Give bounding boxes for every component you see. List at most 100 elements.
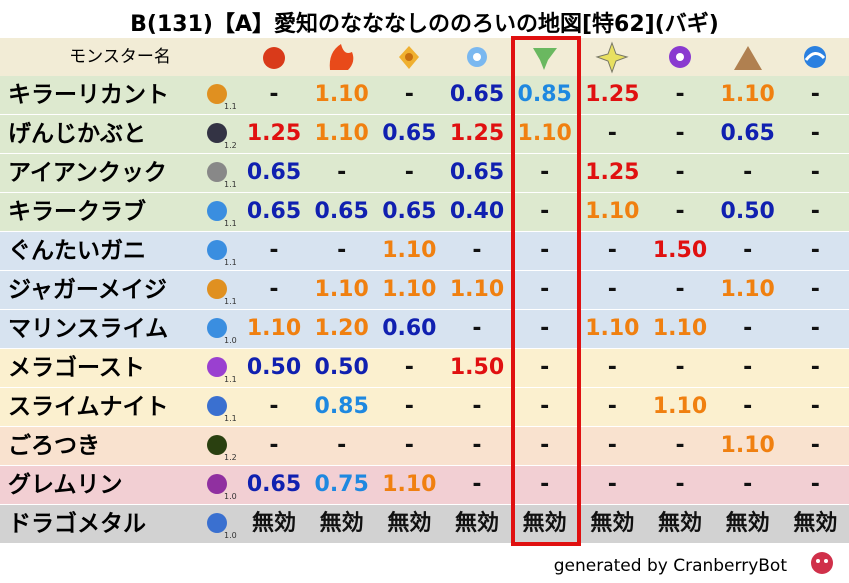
size-label: 1.2 [224, 453, 237, 462]
cell-value: - [607, 355, 617, 380]
cell-value: 0.65 [449, 82, 505, 107]
size-label: 1.0 [224, 336, 237, 345]
size-label: 1.1 [224, 219, 237, 228]
cell-value: 1.10 [314, 121, 369, 146]
monster-name: ごろつき [8, 433, 100, 459]
cell-value: - [810, 238, 820, 263]
table-row: マリンスライム 1.0 1.10 1.20 0.60 - - 1.10 1.10 - - [0, 310, 849, 349]
cell-value: - [540, 433, 550, 458]
cell-value: 1.20 [314, 316, 369, 341]
monster-icon [207, 396, 227, 416]
cell-value: - [540, 277, 550, 302]
cell-value: - [675, 277, 685, 302]
cell-value: 1.10 [449, 277, 505, 302]
cell-value: 1.25 [585, 82, 640, 107]
cell-value: 0.50 [314, 355, 369, 380]
table-row: ごろつき 1.2 - - - - - - - 1.10 - [0, 427, 849, 466]
cell-value: 0.60 [382, 316, 437, 341]
element-icons [263, 41, 826, 74]
size-label: 1.0 [224, 531, 237, 540]
cell-value: - [540, 472, 550, 497]
size-label: 1.0 [224, 492, 237, 501]
cell-value: 1.10 [720, 277, 775, 302]
size-label: 1.1 [224, 414, 237, 423]
header-row: モンスター名 [0, 38, 849, 77]
cell-value: 無効 [251, 511, 296, 536]
cell-value: - [269, 82, 279, 107]
table-row: グレムリン 1.0 0.65 0.75 1.10 - - - - - - [0, 466, 849, 505]
cell-value: - [607, 238, 617, 263]
monster-icon [207, 84, 227, 104]
cell-value: - [810, 472, 820, 497]
cell-value: 0.65 [449, 160, 505, 185]
monster-icon [207, 162, 227, 182]
cell-value: - [540, 394, 550, 419]
cell-value: - [337, 238, 347, 263]
cell-value: 1.25 [449, 121, 505, 146]
table-row: げんじかぶと 1.2 1.25 1.10 0.65 1.25 1.10 - - 0.65 - [0, 115, 849, 154]
cell-value: 1.10 [382, 238, 437, 263]
monster-name: ぐんたいガニ [8, 238, 146, 264]
cell-value: - [810, 433, 820, 458]
table-row: ジャガーメイジ 1.1 - 1.10 1.10 1.10 - - - 1.10 - [0, 271, 849, 310]
cell-value: - [810, 160, 820, 185]
cell-value: - [404, 433, 414, 458]
cell-value: - [607, 433, 617, 458]
monster-name: グレムリン [8, 472, 123, 498]
cell-value: - [743, 472, 753, 497]
cell-value: 無効 [387, 511, 432, 536]
cell-value: 無効 [793, 511, 838, 536]
monster-name: ドラゴメタル [8, 511, 146, 537]
monster-icon [207, 240, 227, 260]
cell-value: - [743, 238, 753, 263]
cell-value: - [810, 82, 820, 107]
monster-name: キラーリカント [8, 82, 169, 108]
cell-value: 無効 [319, 511, 364, 536]
cell-value: 0.85 [314, 394, 369, 419]
cell-value: - [404, 355, 414, 380]
cell-value: 1.10 [314, 82, 369, 107]
size-label: 1.1 [224, 297, 237, 306]
cell-value: - [337, 160, 347, 185]
cell-value: - [743, 316, 753, 341]
cell-value: - [269, 277, 279, 302]
cell-value: 0.65 [246, 472, 302, 497]
cell-value: - [540, 160, 550, 185]
monster-name: メラゴースト [8, 355, 145, 381]
cell-value: - [540, 199, 550, 224]
cell-value: 0.65 [246, 160, 302, 185]
bot-icon [811, 552, 833, 574]
cell-value: - [404, 160, 414, 185]
cell-value: 1.10 [652, 394, 708, 419]
cell-value: 0.85 [517, 82, 572, 107]
table-row: ぐんたいガニ 1.1 - - 1.10 - - - 1.50 - - [0, 232, 849, 271]
cell-value: 1.10 [382, 277, 437, 302]
name-header: モンスター名 [69, 47, 171, 67]
cell-value: 無効 [522, 511, 567, 536]
table-row: キラーリカント 1.1 - 1.10 - 0.65 0.85 1.25 - 1.10 - [0, 76, 849, 115]
cell-value: 1.10 [585, 199, 640, 224]
monster-icon [207, 513, 227, 533]
cell-value: - [743, 394, 753, 419]
cell-value: 0.75 [314, 472, 369, 497]
cell-value: 1.10 [585, 316, 640, 341]
cell-value: - [404, 394, 414, 419]
cell-value: 無効 [658, 511, 703, 536]
monster-icon [207, 318, 227, 338]
cell-value: - [540, 355, 550, 380]
cell-value: - [540, 238, 550, 263]
table-row: ドラゴメタル 1.0 無効 無効 無効 無効 無効 無効 無効 無効 無効 [0, 505, 849, 544]
monster-name: キラークラブ [8, 199, 146, 225]
size-label: 1.2 [224, 141, 237, 150]
monster-name: マリンスライム [8, 316, 169, 342]
cell-value: 1.50 [449, 355, 505, 380]
cell-value: - [810, 316, 820, 341]
cell-value: - [675, 121, 685, 146]
cell-value: - [607, 472, 617, 497]
cell-value: - [269, 238, 279, 263]
cell-value: - [472, 433, 482, 458]
cell-value: - [810, 355, 820, 380]
monster-name: スライムナイト [8, 394, 169, 420]
cell-value: - [810, 394, 820, 419]
